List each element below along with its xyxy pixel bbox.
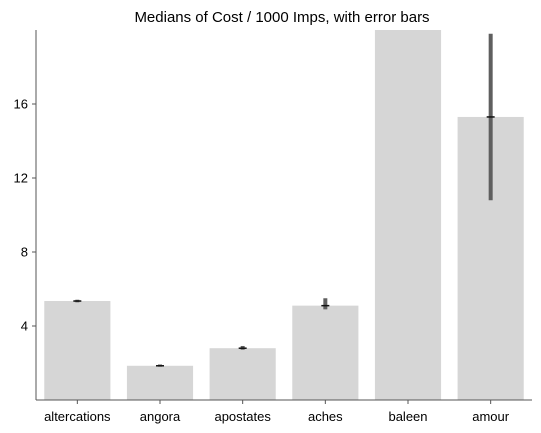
y-tick-label-4: 4 (21, 319, 28, 334)
y-tick-label-8: 8 (21, 245, 28, 260)
x-tick-label-angora: angora (140, 409, 181, 424)
y-tick-label-16: 16 (14, 97, 28, 112)
bar-apostates (209, 348, 276, 400)
x-tick-labels: altercations angora apostates aches baleen am… (44, 409, 510, 424)
x-tick-label-baleen: baleen (388, 409, 427, 424)
y-tick-label-12: 12 (14, 171, 28, 186)
x-tick-label-amour: amour (472, 409, 510, 424)
bar-altercations (44, 301, 111, 400)
error-bars-layer (73, 33, 495, 367)
bar-angora (126, 365, 194, 400)
bars-layer (44, 30, 524, 400)
bar-baleen (374, 30, 442, 400)
x-tick-label-apostates: apostates (214, 409, 271, 424)
x-tick-label-altercations: altercations (44, 409, 111, 424)
y-tick-labels: 4 8 12 16 (14, 97, 28, 334)
chart-title: Medians of Cost / 1000 Imps, with error … (134, 9, 429, 26)
axes-layer (32, 30, 532, 404)
x-tick-label-aches: aches (308, 409, 343, 424)
bar-aches (292, 305, 359, 400)
